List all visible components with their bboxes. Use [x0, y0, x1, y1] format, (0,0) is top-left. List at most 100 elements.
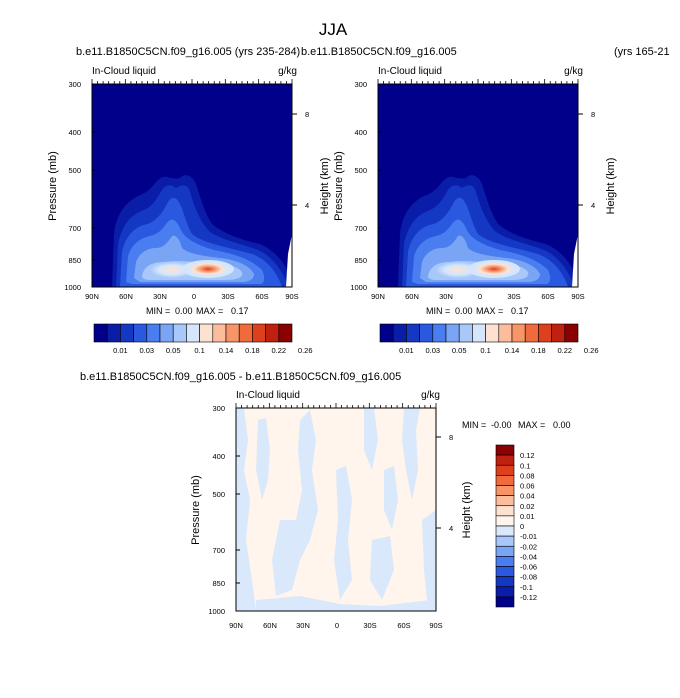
right-colorbar: 0.01 0.03 0.05 0.1 0.14 0.18 0.22 0.26 — [379, 323, 599, 355]
colorbar-label: 0.08 — [520, 471, 535, 480]
diff-y-tick-label: 1000 — [208, 607, 225, 616]
left-x-tick-label: 60N — [119, 292, 133, 301]
colorbar-swatch — [146, 323, 161, 343]
right-max-value: 0.17 — [511, 306, 529, 316]
colorbar-label: 0.01 — [399, 346, 414, 355]
colorbar-label: 0.06 — [520, 482, 535, 491]
left-y-axis-title: Pressure (mb) — [47, 151, 59, 221]
colorbar-swatch — [445, 323, 460, 343]
right-x-axis: 90N 60N 30N 0 30S 60S 90S — [371, 292, 585, 301]
colorbar-swatch — [278, 323, 293, 343]
colorbar-label: 0.22 — [271, 346, 286, 355]
left-top-minor-ticks — [91, 79, 293, 84]
colorbar-swatch — [225, 323, 240, 343]
left-heatmap-field — [92, 84, 292, 287]
right-height-tick-label: 4 — [591, 201, 595, 210]
left-min-label: MIN = — [146, 306, 170, 316]
left-y-tick-label: 400 — [68, 128, 81, 137]
colorbar-swatch — [495, 464, 515, 476]
right-x-tick-label: 60S — [541, 292, 554, 301]
colorbar-swatch — [106, 323, 121, 343]
diff-y-axis-title: Pressure (mb) — [190, 475, 202, 545]
colorbar-swatch — [495, 485, 515, 496]
diff-heatmap-field — [236, 408, 436, 611]
right-top-minor-ticks — [377, 79, 579, 84]
colorbar-swatch — [199, 323, 214, 343]
right-y-tick-label: 500 — [354, 166, 367, 175]
left-x-tick-label: 0 — [192, 292, 196, 301]
right-x-tick-label: 30S — [507, 292, 520, 301]
diff-x-tick-label: 30S — [363, 621, 376, 630]
colorbar-swatch — [495, 556, 515, 567]
colorbar-label: 0.01 — [113, 346, 128, 355]
right-case-years: (yrs 165-21 — [614, 46, 670, 58]
colorbar-swatch — [406, 323, 420, 343]
right-y-tick-label: 300 — [354, 80, 367, 89]
left-y-tick-label: 500 — [68, 166, 81, 175]
colorbar-label: -0.01 — [520, 532, 537, 541]
right-x-tick-label: 90N — [371, 292, 385, 301]
left-x-tick-label: 90S — [285, 292, 298, 301]
right-min-value: 0.00 — [455, 306, 473, 316]
left-right-axis: 8 4 — [292, 110, 309, 210]
diff-x-tick-label: 30N — [296, 621, 310, 630]
right-right-axis: 8 4 — [578, 110, 595, 210]
colorbar-swatch — [495, 566, 515, 577]
colorbar-label: 0.02 — [520, 502, 535, 511]
colorbar-label: 0.26 — [298, 346, 313, 355]
colorbar-swatch — [172, 323, 187, 343]
right-y-tick-label: 400 — [354, 128, 367, 137]
left-y-tick-label: 850 — [68, 256, 81, 265]
left-min-value: 0.00 — [175, 306, 193, 316]
diff-x-tick-label: 90N — [229, 621, 243, 630]
right-heatmap-field — [378, 84, 578, 287]
diff-min-value: -0.00 — [491, 420, 512, 430]
left-y-tick-label: 300 — [68, 80, 81, 89]
right-x-tick-label: 30N — [439, 292, 453, 301]
diff-y-tick-label: 700 — [212, 546, 225, 555]
left-max-value: 0.17 — [231, 306, 249, 316]
colorbar-swatch — [159, 323, 174, 343]
colorbar-swatch — [472, 323, 486, 343]
left-variable-label: In-Cloud liquid — [92, 66, 156, 77]
left-colorbar: 0.01 0.03 0.05 0.1 0.14 0.18 0.22 0.26 — [93, 323, 313, 355]
colorbar-swatch — [495, 444, 515, 456]
colorbar-swatch — [495, 454, 515, 466]
right-max-label: MAX = — [476, 306, 503, 316]
diff-y-tick-label: 500 — [212, 490, 225, 499]
colorbar-swatch — [495, 505, 515, 517]
colorbar-swatch — [495, 495, 515, 507]
colorbar-label: 0.22 — [557, 346, 572, 355]
colorbar-label: 0 — [520, 522, 524, 531]
colorbar-label: 0.04 — [520, 492, 535, 501]
colorbar-label: 0.14 — [219, 346, 234, 355]
colorbar-swatch — [419, 323, 434, 343]
diff-variable-label: In-Cloud liquid — [236, 390, 300, 401]
colorbar-swatch — [495, 586, 515, 598]
colorbar-swatch — [538, 323, 552, 343]
right-y-tick-label: 850 — [354, 256, 367, 265]
colorbar-label: 0.01 — [520, 512, 535, 521]
right-min-label: MIN = — [426, 306, 450, 316]
right-x-tick-label: 0 — [478, 292, 482, 301]
diff-y-tick-label: 400 — [212, 452, 225, 461]
left-x-tick-label: 60S — [255, 292, 268, 301]
colorbar-label: -0.04 — [520, 552, 537, 561]
colorbar-label: -0.12 — [520, 593, 537, 602]
colorbar-swatch — [485, 323, 500, 343]
colorbar-label: 0.05 — [452, 346, 467, 355]
colorbar-swatch — [524, 323, 539, 343]
colorbar-swatch — [93, 323, 108, 343]
diff-x-tick-label: 60N — [263, 621, 277, 630]
left-units-label: g/kg — [278, 66, 297, 77]
colorbar-label: 0.14 — [505, 346, 520, 355]
colorbar-label: -0.1 — [520, 583, 533, 592]
diff-min-label: MIN = — [462, 420, 486, 430]
colorbar-swatch — [495, 475, 515, 486]
left-stats: MIN = 0.00 MAX = 0.17 — [146, 306, 249, 316]
colorbar-label: 0.1 — [194, 346, 204, 355]
colorbar-swatch — [432, 323, 447, 343]
diff-stats: MIN = -0.00 MAX = 0.00 — [462, 420, 571, 430]
colorbar-swatch — [495, 515, 515, 527]
colorbar-label: 0.03 — [139, 346, 154, 355]
